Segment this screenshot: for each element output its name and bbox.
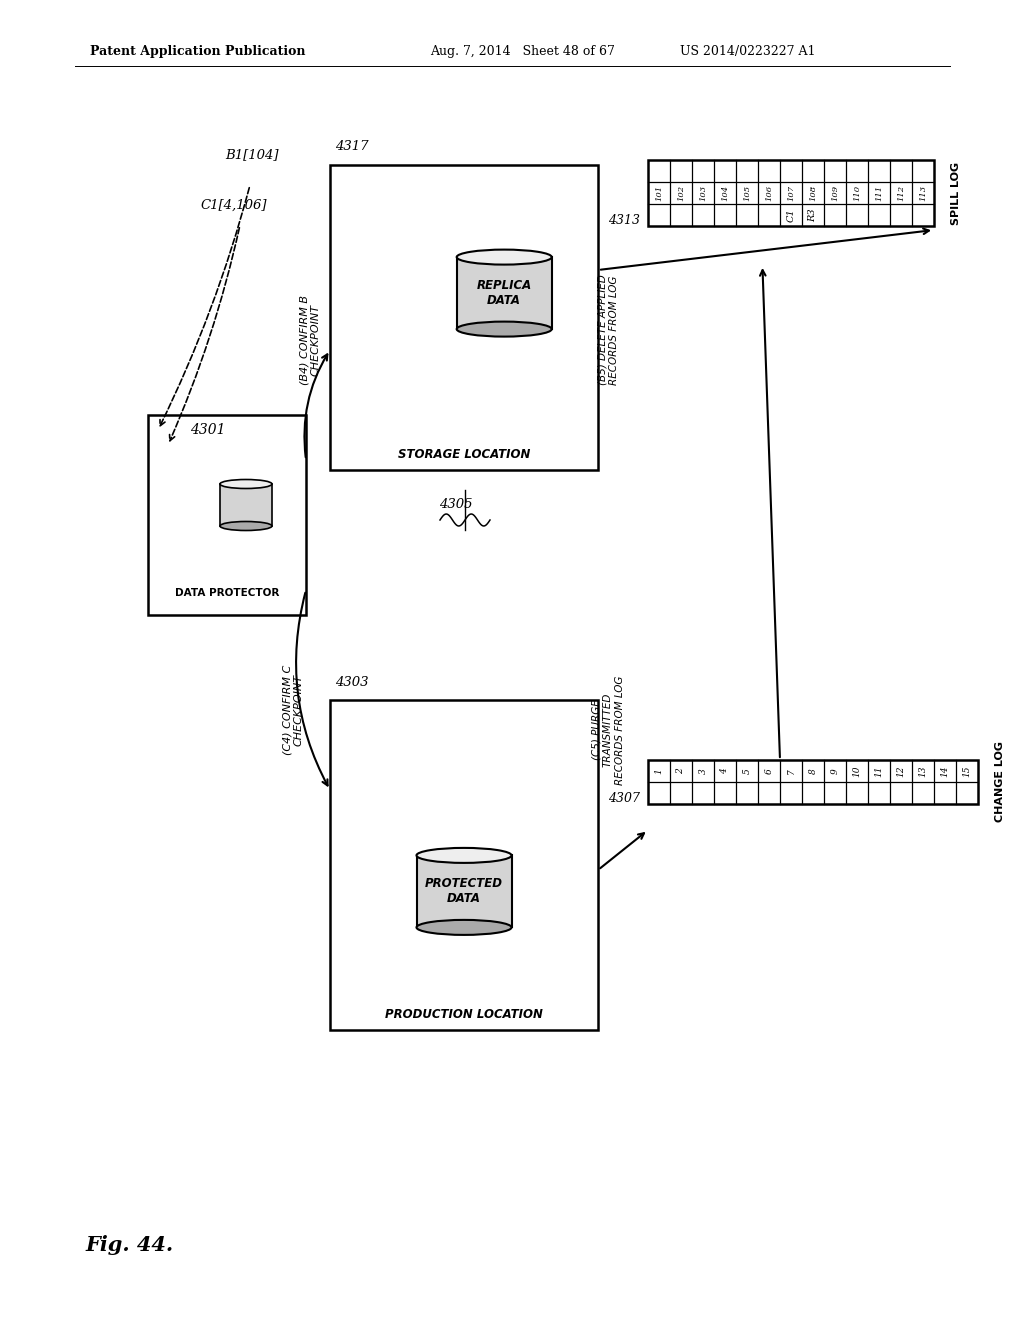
Text: DATA PROTECTOR: DATA PROTECTOR [175, 587, 280, 598]
Text: 4313: 4313 [608, 214, 640, 227]
Text: 4301: 4301 [190, 422, 225, 437]
Ellipse shape [457, 322, 552, 337]
Text: 4307: 4307 [608, 792, 640, 805]
Bar [330, 165, 598, 470]
Text: C1[4,106]: C1[4,106] [200, 198, 266, 211]
Ellipse shape [417, 920, 512, 935]
Text: REPLICA
DATA: REPLICA DATA [476, 279, 531, 308]
Bar [148, 414, 306, 615]
Text: 13: 13 [919, 766, 928, 776]
Text: R3: R3 [809, 209, 817, 222]
Text: 108: 108 [809, 185, 817, 201]
Text: (B5) DELETE APPLIED
RECORDS FROM LOG: (B5) DELETE APPLIED RECORDS FROM LOG [597, 275, 618, 385]
Text: C1: C1 [786, 209, 796, 222]
Text: 105: 105 [743, 185, 751, 201]
Bar [220, 484, 272, 525]
Text: (C4) CONFIRM C
CHECKPOINT: (C4) CONFIRM C CHECKPOINT [283, 665, 304, 755]
Text: 2: 2 [677, 768, 685, 774]
Text: 8: 8 [809, 768, 817, 774]
Ellipse shape [220, 479, 272, 488]
Text: Fig. 44.: Fig. 44. [85, 1236, 173, 1255]
Text: PRODUCTION LOCATION: PRODUCTION LOCATION [385, 1008, 543, 1022]
Text: 104: 104 [721, 185, 729, 201]
Text: (B4) CONFIRM B
CHECKPOINT: (B4) CONFIRM B CHECKPOINT [299, 294, 321, 385]
Text: 4303: 4303 [335, 676, 369, 689]
Bar [648, 760, 978, 804]
Text: US 2014/0223227 A1: US 2014/0223227 A1 [680, 45, 815, 58]
Text: 109: 109 [831, 185, 839, 201]
Text: 15: 15 [963, 766, 972, 776]
Text: 12: 12 [896, 766, 905, 776]
Text: 14: 14 [940, 766, 949, 776]
Text: 110: 110 [853, 185, 861, 201]
Ellipse shape [417, 847, 512, 863]
Text: 1: 1 [654, 768, 664, 774]
Ellipse shape [457, 249, 552, 264]
Text: 4: 4 [721, 768, 729, 774]
Text: 5: 5 [742, 768, 752, 774]
Text: 11: 11 [874, 766, 884, 776]
Text: SPILL LOG: SPILL LOG [951, 161, 961, 224]
Text: B1[104]: B1[104] [225, 149, 279, 161]
Text: Aug. 7, 2014   Sheet 48 of 67: Aug. 7, 2014 Sheet 48 of 67 [430, 45, 614, 58]
Text: CHANGE LOG: CHANGE LOG [995, 742, 1005, 822]
Bar [457, 257, 552, 329]
Text: 102: 102 [677, 185, 685, 201]
Text: 103: 103 [699, 185, 707, 201]
Text: 3: 3 [698, 768, 708, 774]
Text: STORAGE LOCATION: STORAGE LOCATION [397, 449, 530, 462]
Text: PROTECTED
DATA: PROTECTED DATA [425, 878, 503, 906]
Text: Patent Application Publication: Patent Application Publication [90, 45, 305, 58]
Text: (C5) PURGE
TRANSMITTED
RECORDS FROM LOG: (C5) PURGE TRANSMITTED RECORDS FROM LOG [592, 676, 625, 784]
Text: 101: 101 [655, 185, 663, 201]
Text: 106: 106 [765, 185, 773, 201]
Text: 9: 9 [830, 768, 840, 774]
Text: 4317: 4317 [335, 140, 369, 153]
Text: 4305: 4305 [439, 499, 473, 511]
Text: 7: 7 [786, 768, 796, 774]
Text: 10: 10 [853, 766, 861, 776]
Text: 6: 6 [765, 768, 773, 774]
Bar [330, 700, 598, 1030]
Text: 113: 113 [919, 185, 927, 201]
Bar [648, 160, 934, 226]
Text: 112: 112 [897, 185, 905, 201]
Ellipse shape [220, 521, 272, 531]
Text: 107: 107 [787, 185, 795, 201]
Text: 111: 111 [874, 185, 883, 201]
Bar [417, 855, 512, 928]
